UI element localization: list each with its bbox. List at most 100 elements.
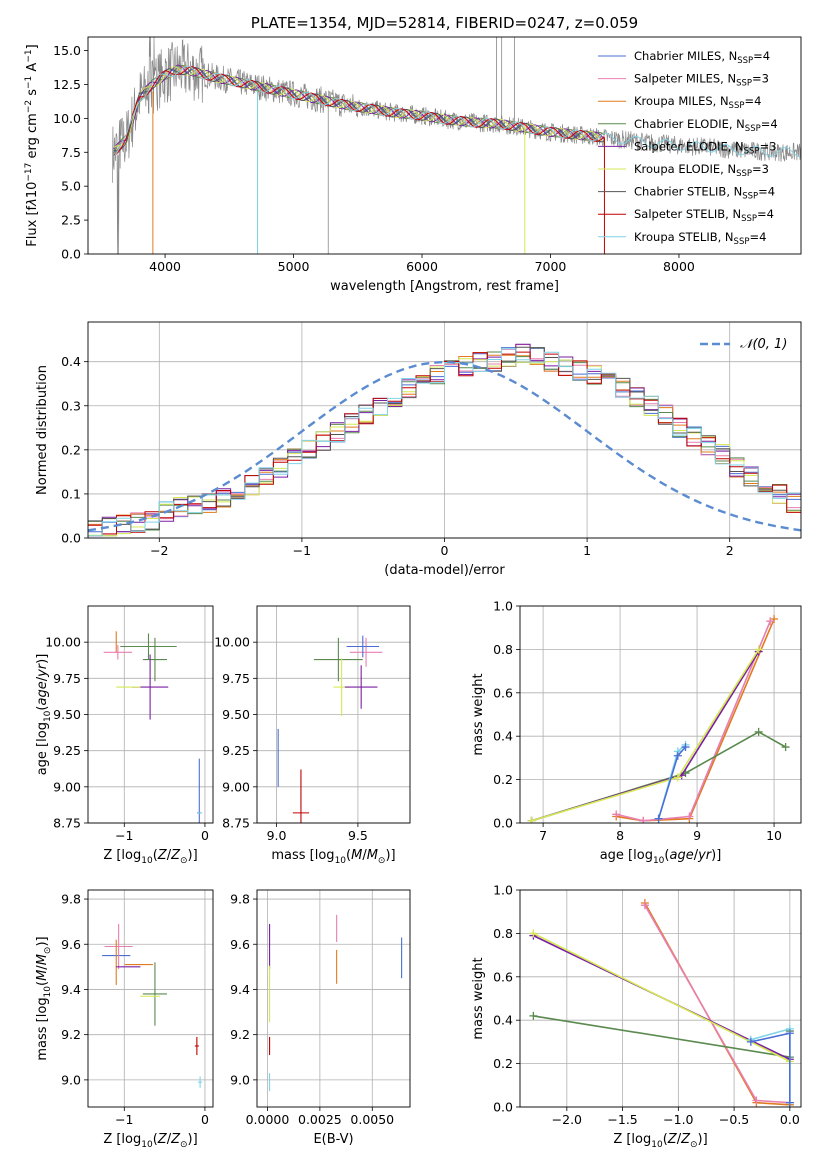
series-line <box>644 904 790 1104</box>
series-marker <box>754 645 763 654</box>
y-tick-label: 0.4 <box>61 354 81 369</box>
x-tick-label: 2 <box>726 543 734 558</box>
axes-frame <box>256 889 411 1108</box>
grid <box>520 889 801 1108</box>
series-marker <box>673 751 682 760</box>
spectrum-panel: 4000 5000 6000 7000 8000 0.0 2.5 5.0 7.5 10.0 12.5… <box>24 14 802 294</box>
plot-area <box>103 631 203 823</box>
x-tick-label: −1 <box>293 543 311 558</box>
chart-title: PLATE=1354, MJD=52814, FIBERID=0247, z=0… <box>251 14 638 32</box>
series-marker <box>685 812 694 821</box>
y-axis-label: mass [log10(M/M⊙)] <box>35 936 53 1060</box>
y-axis-label: age [log10(age/yr)] <box>35 654 53 776</box>
age-vs-mass-panel: 9.0 9.5 8.75 9.00 9.25 9.50 9.75 10.00 mass [log… <box>214 605 411 866</box>
plot-area <box>269 914 403 1092</box>
x-tick-label: 9.0 <box>267 828 287 843</box>
y-tick-label: 9.8 <box>61 892 81 907</box>
x-tick-label: −1.0 <box>663 1112 693 1127</box>
model-spectrum-line <box>113 67 605 151</box>
grid <box>257 606 410 824</box>
x-tick-label: 7 <box>539 828 547 843</box>
x-tick-label: 9.5 <box>348 828 368 843</box>
grid <box>88 606 213 824</box>
legend-label: Kroupa ELODIE, NSSP=3 <box>634 162 769 179</box>
legend-label: Salpeter ELODIE, NSSP=3 <box>634 139 777 156</box>
axes-frame <box>256 605 411 824</box>
x-tick-label: −1 <box>115 828 133 843</box>
x-tick-label: 0 <box>201 828 209 843</box>
axes-frame <box>87 889 214 1108</box>
series-line <box>657 746 687 819</box>
normal-curve <box>88 360 801 532</box>
y-tick-label: 1.0 <box>493 599 513 614</box>
series-marker <box>673 773 682 782</box>
x-axis-label: Z [log10(Z/Z⊙)] <box>103 1132 197 1150</box>
y-tick-label: 0.1 <box>61 486 81 501</box>
x-tick-label: 7000 <box>535 259 567 274</box>
legend-label: Kroupa MILES, NSSP=4 <box>634 94 761 111</box>
model-spectrum-line <box>113 66 605 148</box>
x-tick-label: −1.5 <box>607 1112 637 1127</box>
series-marker <box>640 901 649 910</box>
model-spectrum-line <box>113 67 605 153</box>
x-axis-label: Z [log10(Z/Z⊙)] <box>613 1132 707 1150</box>
y-tick-label: 2.5 <box>61 213 81 228</box>
series-marker <box>781 743 790 752</box>
legend-label: Chabrier MILES, NSSP=4 <box>634 49 770 66</box>
plot-area <box>529 899 794 1107</box>
axes-frame <box>87 605 214 824</box>
series-line <box>531 730 786 822</box>
age-vs-metallicity-panel: −1 0 8.75 9.00 9.25 9.50 9.75 10.00 Z [log10(Z/Z… <box>35 605 214 866</box>
legend-label: Salpeter STELIB, NSSP=4 <box>634 207 774 224</box>
x-tick-label: 9 <box>693 828 701 843</box>
legend-label: Salpeter MILES, NSSP=3 <box>634 72 769 89</box>
y-tick-label: 9.6 <box>230 937 250 952</box>
x-tick-label: 5000 <box>278 259 310 274</box>
y-tick-label: 8.75 <box>222 816 250 831</box>
y-tick-label: 9.0 <box>61 1072 81 1087</box>
y-tick-label: 9.75 <box>53 671 81 686</box>
axes: −2.0 −1.5 −1.0 −0.5 0.0 0.0 0.2 0.4 0.6 0.8 1.0 Z [… <box>471 883 800 1151</box>
y-tick-label: 9.2 <box>61 1027 81 1042</box>
y-tick-label: 0.6 <box>493 969 513 984</box>
x-axis-label: (data-model)/error <box>384 563 505 578</box>
y-tick-label: 9.00 <box>53 779 81 794</box>
plot-area <box>277 635 383 823</box>
y-axis-label: Flux [fλ10−17 erg cm−2 s−1 A−1] <box>24 44 40 246</box>
x-tick-label: 0 <box>201 1112 209 1127</box>
series-marker <box>785 1098 794 1107</box>
series-marker <box>639 816 648 823</box>
axes-frame <box>87 36 802 255</box>
x-tick-label: 4000 <box>149 259 181 274</box>
y-tick-label: 0.2 <box>493 772 513 787</box>
axes: 9.0 9.5 8.75 9.00 9.25 9.50 9.75 10.00 mass [log… <box>214 635 395 866</box>
y-axis-label: mass weight <box>471 673 486 755</box>
axes: 7 8 9 10 0.0 0.2 0.4 0.6 0.8 1.0 age [log10(age/yr… <box>471 599 782 867</box>
y-tick-label: 7.5 <box>61 145 81 160</box>
y-tick-label: 9.50 <box>222 707 250 722</box>
series-marker <box>752 1096 761 1105</box>
x-tick-label: 6000 <box>406 259 438 274</box>
legend: Chabrier MILES, NSSP=4 Salpeter MILES, NS… <box>598 49 778 247</box>
x-tick-label: 0.0 <box>780 1112 800 1127</box>
y-tick-label: 9.8 <box>230 892 250 907</box>
y-tick-label: 0.8 <box>493 926 513 941</box>
y-axis-label: Normed distribution <box>35 365 50 495</box>
y-tick-label: 10.00 <box>214 635 250 650</box>
y-tick-label: 5.0 <box>61 179 81 194</box>
y-tick-label: 0.6 <box>493 685 513 700</box>
series-marker <box>654 814 663 823</box>
x-tick-label: −2 <box>150 543 168 558</box>
axes-frame <box>87 321 802 539</box>
legend-label: Chabrier ELODIE, NSSP=4 <box>634 117 778 134</box>
mass-weight-vs-metallicity-panel: −2.0 −1.5 −1.0 −0.5 0.0 0.0 0.2 0.4 0.6 0.8 1.0 Z [… <box>471 883 802 1151</box>
y-axis-label: mass weight <box>471 957 486 1039</box>
x-axis-label: wavelength [Angstrom, rest frame] <box>330 279 559 294</box>
axes-frame <box>519 605 802 824</box>
x-tick-label: 1 <box>583 543 591 558</box>
series-marker <box>746 1037 755 1046</box>
plot-area <box>112 37 801 254</box>
x-tick-label: 0.0050 <box>350 1112 394 1127</box>
y-tick-label: 9.50 <box>53 707 81 722</box>
y-tick-label: 9.00 <box>222 779 250 794</box>
